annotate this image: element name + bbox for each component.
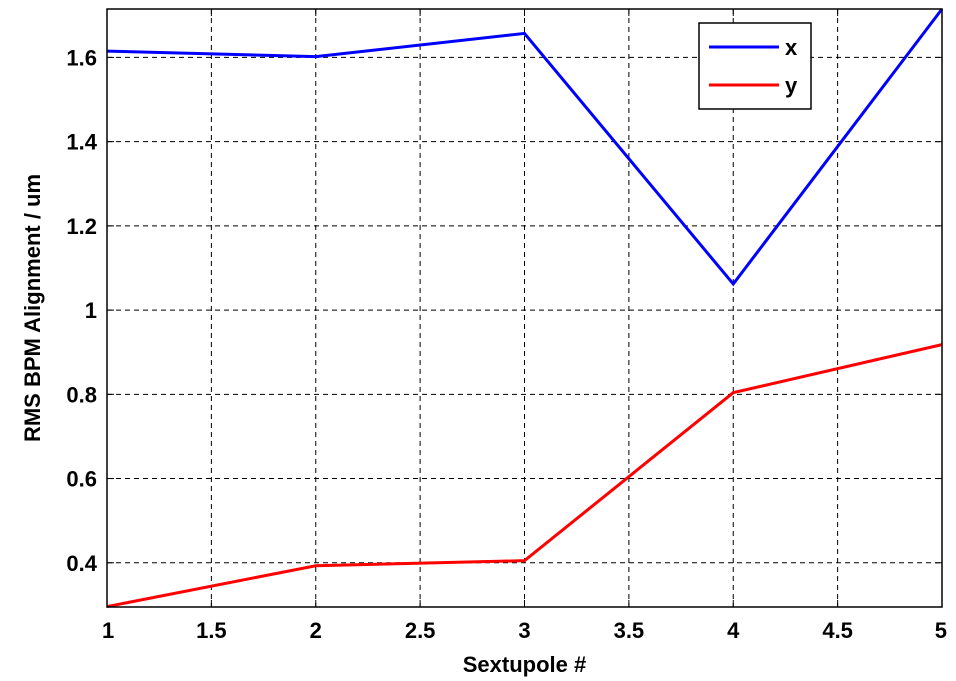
y-tick-label: 0.8 — [66, 382, 97, 407]
y-tick-label: 1.2 — [66, 214, 97, 239]
series-layer — [106, 8, 944, 609]
y-tick-label: 1.6 — [66, 45, 97, 70]
x-tick-label: 1.5 — [196, 618, 227, 643]
x-tick-label: 3.5 — [614, 618, 645, 643]
x-tick-label: 3 — [518, 618, 530, 643]
y-tick-label: 1.4 — [66, 130, 97, 155]
y-tick-label: 1 — [85, 298, 97, 323]
legend-label-y: y — [785, 73, 798, 98]
grid — [106, 9, 943, 607]
x-tick-label: 4 — [727, 618, 740, 643]
legend-label-x: x — [785, 35, 798, 60]
x-tick-label: 1 — [102, 618, 114, 643]
x-tick-label: 2.5 — [405, 618, 436, 643]
y-tick-label: 0.6 — [66, 467, 97, 492]
legend: x y — [698, 22, 812, 110]
x-tick-label: 4.5 — [822, 618, 853, 643]
y-tick-label: 0.4 — [66, 551, 97, 576]
y-tick-labels: 0.4 0.6 0.8 1 1.2 1.4 1.6 — [66, 45, 97, 575]
series-line-y — [106, 343, 943, 609]
x-tick-label: 2 — [310, 618, 322, 643]
legend-box — [698, 22, 812, 110]
x-axis-title: Sextupole # — [463, 652, 586, 677]
y-axis-title: RMS BPM Alignment / um — [20, 174, 45, 442]
series-line-x — [106, 8, 944, 287]
x-tick-label: 5 — [935, 618, 947, 643]
ticks — [106, 9, 943, 607]
x-tick-labels: 1 1.5 2 2.5 3 3.5 4 4.5 5 — [102, 618, 947, 643]
